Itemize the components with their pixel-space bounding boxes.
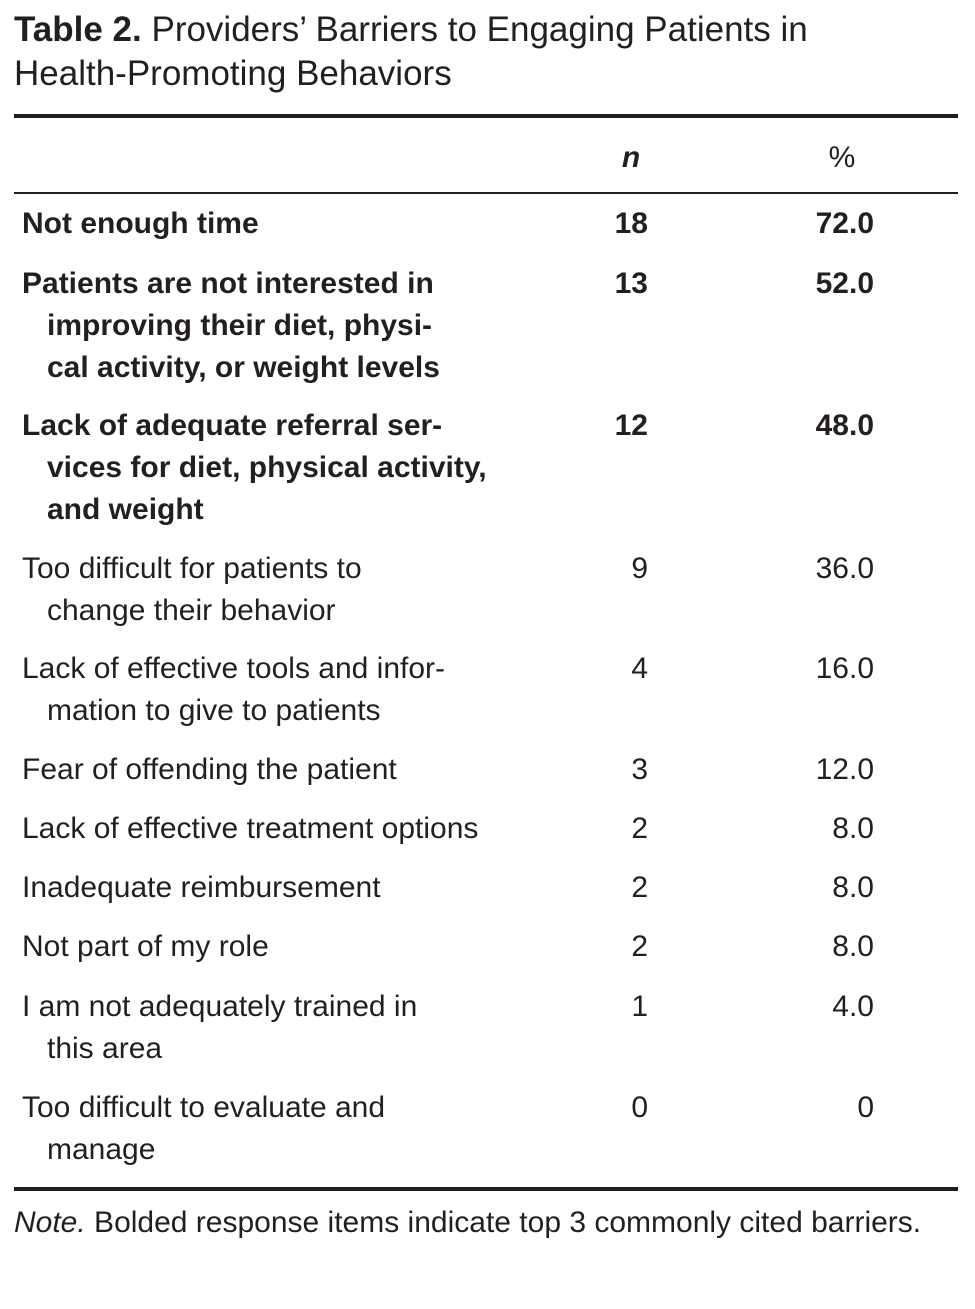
percent-cell: 16.0 [815, 652, 874, 685]
percent-cell: 4.0 [832, 990, 874, 1023]
count-cell: 13 [614, 267, 648, 300]
barrier-text: manage [47, 1133, 156, 1166]
count-cell: 2 [631, 812, 648, 845]
count-cell: 4 [631, 652, 648, 685]
column-header-percent: % [828, 141, 856, 174]
percent-cell: 8.0 [832, 812, 874, 845]
barrier-text: Not part of my role [22, 930, 269, 963]
percent-cell: 8.0 [832, 871, 874, 904]
barrier-text: vices for diet, physical activity, [47, 451, 487, 484]
barrier-text: Lack of effective treatment options [22, 812, 479, 845]
barrier-text: change their behavior [47, 594, 336, 627]
top-rule [14, 114, 958, 118]
table-title-line-1: Providers’ Barriers to Engaging Patients… [151, 10, 808, 49]
percent-cell: 48.0 [815, 409, 874, 442]
bottom-rule [14, 1187, 958, 1191]
barrier-text: Inadequate reimbursement [22, 871, 381, 904]
count-cell: 2 [631, 871, 648, 904]
barrier-text: Lack of effective tools and infor- [22, 652, 446, 685]
barrier-text: Too difficult to evaluate and [22, 1091, 386, 1124]
barrier-text: this area [47, 1032, 163, 1065]
table-label: Table 2. [14, 10, 142, 49]
table-note: Note. Bolded response items indicate top… [14, 1201, 958, 1245]
barrier-item: I am not adequately trained in this area [22, 986, 582, 1070]
count-cell: 1 [631, 990, 648, 1023]
note-label: Note. [14, 1206, 86, 1239]
column-header-n: n [621, 141, 641, 174]
barrier-text: Lack of adequate referral ser- [22, 409, 443, 442]
barrier-item: Too difficult to evaluate and manage [22, 1087, 582, 1171]
percent-cell: 52.0 [815, 267, 874, 300]
table-title-line-2: Health-Promoting Behaviors [14, 54, 452, 93]
barrier-item: Fear of offending the patient [22, 749, 582, 791]
barrier-text: cal activity, or weight levels [47, 351, 440, 384]
percent-cell: 72.0 [815, 207, 874, 240]
barrier-text: mation to give to patients [47, 694, 381, 727]
barrier-item: Patients are not interested in improving… [22, 263, 582, 389]
count-cell: 9 [631, 552, 648, 585]
count-cell: 18 [614, 207, 648, 240]
barrier-item: Lack of adequate referral ser- vices for… [22, 405, 582, 531]
count-cell: 2 [631, 930, 648, 963]
percent-cell: 0 [857, 1091, 874, 1124]
note-text: Bolded response items indicate top 3 com… [85, 1206, 922, 1239]
percent-cell: 36.0 [815, 552, 874, 585]
count-cell: 12 [614, 409, 648, 442]
barrier-text: I am not adequately trained in [22, 990, 418, 1023]
count-cell: 3 [631, 753, 648, 786]
percent-cell: 8.0 [832, 930, 874, 963]
header-rule [14, 192, 958, 194]
barrier-text: Too difficult for patients to [22, 552, 362, 585]
barrier-text: and weight [47, 493, 204, 526]
barrier-item: Not enough time [22, 203, 582, 245]
barrier-item: Lack of effective treatment options [22, 808, 582, 850]
barrier-text: Not enough time [22, 207, 259, 240]
barrier-text: Fear of offending the patient [22, 753, 397, 786]
barrier-item: Lack of effective tools and infor- matio… [22, 648, 582, 732]
barrier-item: Not part of my role [22, 926, 582, 968]
barrier-item: Too difficult for patients to change the… [22, 548, 582, 632]
barrier-item: Inadequate reimbursement [22, 867, 582, 909]
count-cell: 0 [631, 1091, 648, 1124]
barrier-text: improving their diet, physi- [47, 309, 433, 342]
barrier-text: Patients are not interested in [22, 267, 434, 300]
table-caption: Table 2. Providers’ Barriers to Engaging… [14, 8, 954, 96]
percent-cell: 12.0 [815, 753, 874, 786]
